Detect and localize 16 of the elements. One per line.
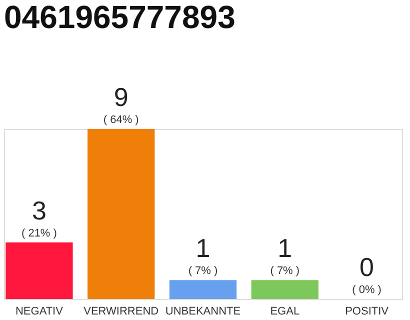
annotation: ( 7% ): [188, 265, 218, 278]
data-label: 3: [32, 195, 46, 226]
text: ( 64% ): [103, 114, 139, 126]
annotation: ( 21% ): [21, 227, 57, 240]
x-tick-label: UNBEKANNTE: [165, 306, 241, 318]
annotation: ( 7% ): [270, 265, 300, 278]
data-label: 9: [114, 82, 128, 112]
data-label: 1: [196, 233, 210, 264]
x-tick-label: EGAL: [270, 306, 300, 318]
x-tick-label: POSITIV: [345, 306, 390, 318]
annotation: ( 0% ): [352, 284, 382, 296]
x-tick-label: VERWIRREND: [84, 306, 159, 318]
data-label: 0: [360, 252, 374, 282]
chart-title: 0461965777893: [4, 0, 236, 35]
x-tick-label: NEGATIV: [15, 306, 64, 318]
data-label: 1: [278, 233, 292, 264]
